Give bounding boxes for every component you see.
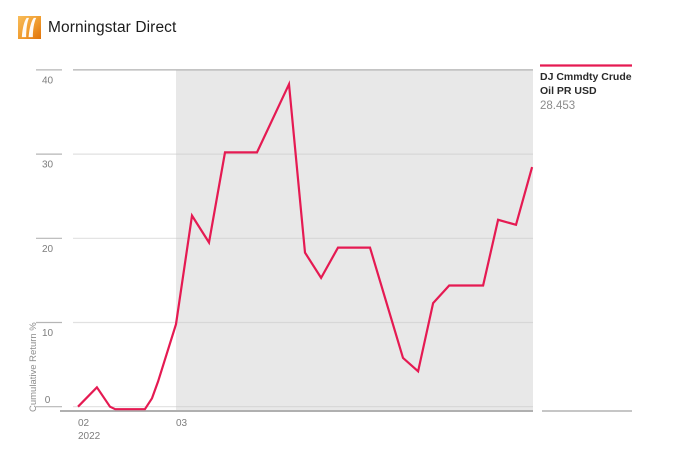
- legend-series-value: 28.453: [540, 100, 576, 113]
- y-tick-label: 20: [42, 244, 54, 255]
- y-tick-label: 30: [42, 160, 54, 171]
- legend-series-name: DJ Cmmdty Crude Oil PR USD: [540, 71, 632, 97]
- series-line[interactable]: [77, 80, 534, 411]
- y-tick-label: 40: [42, 75, 54, 86]
- app-header: Morningstar Direct: [0, 0, 676, 55]
- y-axis-title: Cumulative Return %: [28, 322, 39, 412]
- y-tick-label: 0: [45, 395, 51, 406]
- legend-item[interactable]: DJ Cmmdty Crude Oil PR USD 28.453: [540, 71, 636, 114]
- x-tick-label: 03: [176, 418, 188, 429]
- cumulative-return-chart: 0 10 20 30 40 02 2022 03 Cumulative Return % DJ …: [0, 55, 676, 450]
- morningstar-logo-icon: [18, 16, 41, 39]
- x-tick-sublabel: 2022: [78, 431, 101, 442]
- app-title: Morningstar Direct: [48, 18, 177, 36]
- y-tick-label: 10: [42, 328, 54, 339]
- highlight-region: [175, 70, 533, 412]
- chart-plot-area[interactable]: 0 10 20 30 40 02 2022 03 Cumulative Return %: [0, 55, 676, 450]
- x-tick-label: 02: [78, 418, 90, 429]
